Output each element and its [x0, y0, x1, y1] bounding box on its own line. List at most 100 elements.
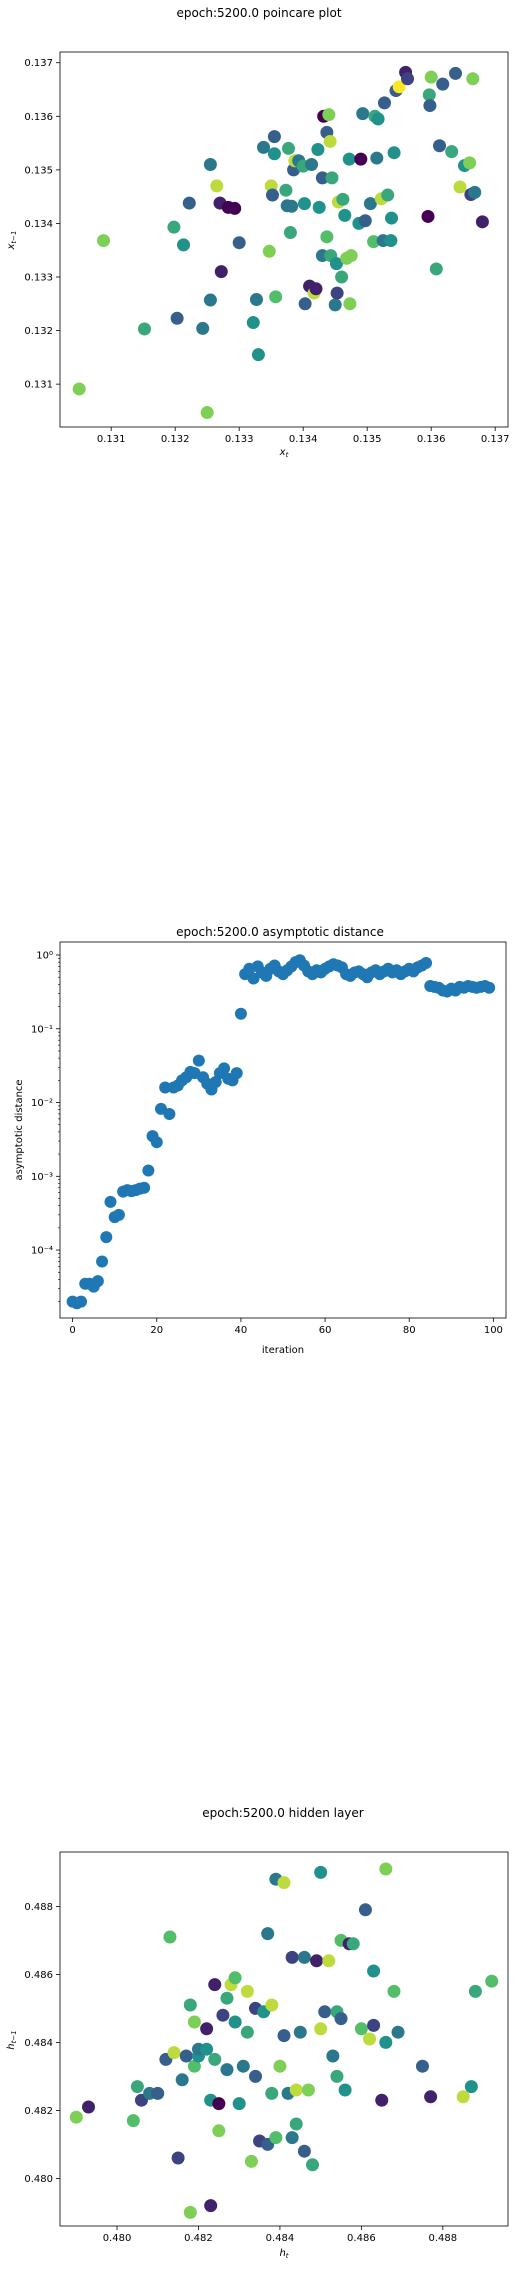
- data-point: [104, 1195, 117, 1208]
- data-point: [220, 1991, 234, 2005]
- data-point: [182, 196, 196, 210]
- data-point: [314, 1865, 328, 1879]
- y-tick-label: 0.133: [24, 273, 53, 284]
- data-point: [289, 2083, 303, 2097]
- x-tick-label: 60: [319, 1325, 332, 1336]
- data-point: [175, 2073, 189, 2087]
- data-point: [387, 146, 401, 160]
- data-point: [261, 1927, 275, 1941]
- scatter-points: [69, 1862, 499, 2219]
- data-point: [214, 265, 228, 279]
- data-point: [311, 143, 325, 156]
- x-tick-label: 0.486: [347, 2233, 376, 2244]
- data-point: [358, 214, 372, 228]
- data-point: [433, 139, 447, 153]
- x-tick-label: 20: [150, 1325, 163, 1336]
- data-point: [163, 1930, 177, 1944]
- x-tick-label: 0.135: [353, 434, 382, 445]
- data-point: [232, 2097, 246, 2111]
- x-tick-label: 0.488: [429, 2233, 458, 2244]
- data-point: [187, 2059, 201, 2073]
- data-point: [297, 197, 311, 211]
- y-tick-label: 0.134: [24, 219, 53, 230]
- data-point: [354, 152, 368, 166]
- data-point: [330, 2069, 344, 2083]
- y-tick-label: 0.136: [24, 112, 53, 123]
- y-tick-label: 10⁻¹: [31, 1024, 53, 1035]
- data-point: [277, 1876, 291, 1890]
- y-tick-label: 0.486: [24, 1970, 53, 1981]
- data-point: [249, 293, 263, 306]
- data-point: [285, 199, 299, 213]
- data-point: [163, 1107, 176, 1120]
- data-point: [171, 2151, 185, 2165]
- data-point: [72, 382, 86, 396]
- data-point: [269, 290, 283, 304]
- tick-labels: 0.131 0.132 0.133 0.134 0.135 0.136 0.137 0.131…: [24, 58, 509, 445]
- x-axis-label: ht: [279, 2248, 288, 2260]
- y-tick-label: 10⁻²: [31, 1098, 53, 1109]
- data-point: [283, 226, 297, 240]
- x-tick-label: 0.136: [417, 434, 446, 445]
- data-point: [363, 2032, 377, 2046]
- y-tick-label: 10⁻⁴: [31, 1246, 53, 1257]
- data-point: [325, 171, 339, 185]
- data-point: [453, 180, 467, 194]
- data-point: [445, 145, 459, 159]
- data-point: [277, 2029, 291, 2043]
- data-point: [230, 1067, 243, 1080]
- data-point: [322, 1954, 336, 1968]
- data-point: [429, 262, 443, 276]
- data-point: [200, 2042, 214, 2056]
- data-point: [420, 956, 433, 969]
- data-point: [385, 211, 399, 225]
- y-tick-label: 0.131: [24, 380, 53, 391]
- data-point: [179, 2049, 193, 2063]
- x-tick-label: 100: [484, 1325, 503, 1336]
- data-point: [183, 1998, 197, 2012]
- asymptotic-distance-chart: epoch:5200.0 asymptotic distance 0 20 40 60…: [14, 925, 507, 1356]
- data-point: [338, 208, 352, 222]
- data-point: [320, 230, 334, 244]
- data-point: [375, 2093, 389, 2107]
- data-point: [281, 141, 295, 155]
- data-point: [422, 88, 436, 102]
- data-point: [363, 197, 377, 211]
- data-point: [371, 112, 385, 126]
- x-tick-label: 0.484: [266, 2233, 295, 2244]
- data-point: [436, 77, 450, 91]
- data-point: [464, 2080, 478, 2094]
- data-point: [262, 244, 276, 258]
- x-tick-label: 80: [403, 1325, 416, 1336]
- y-tick-label: 10⁻³: [31, 1172, 53, 1183]
- data-point: [151, 2086, 165, 2100]
- data-point: [167, 220, 181, 234]
- poincare-plot-chart: epoch:5200.0 poincare plot 0.131 0.132 0.1…: [6, 6, 510, 459]
- data-point: [456, 2090, 470, 2104]
- data-point: [220, 2063, 234, 2077]
- data-point: [315, 171, 329, 185]
- data-point: [449, 66, 463, 80]
- data-point: [267, 130, 281, 144]
- data-point: [483, 981, 496, 994]
- x-axis-label: iteration: [262, 1345, 304, 1356]
- y-axis-label: xt−1: [6, 231, 18, 251]
- x-tick-label: 0: [69, 1325, 75, 1336]
- x-tick-label: 0.482: [184, 2233, 213, 2244]
- data-point: [424, 70, 438, 84]
- data-point: [112, 1208, 125, 1221]
- data-point: [358, 1903, 372, 1917]
- data-point: [379, 2035, 393, 2049]
- data-point: [150, 1136, 163, 1149]
- data-point: [338, 2083, 352, 2097]
- data-point: [218, 1062, 231, 1075]
- y-tick-label: 0.135: [24, 165, 53, 176]
- data-point: [293, 2025, 307, 2039]
- x-tick-label: 0.137: [481, 434, 510, 445]
- data-point: [265, 2086, 279, 2100]
- tick-labels: 0.480 0.482 0.484 0.486 0.488 0.480 0.482 0.484…: [24, 1902, 457, 2244]
- data-point: [285, 1950, 299, 1964]
- data-point: [130, 2080, 144, 2094]
- x-axis-label: xt: [279, 447, 289, 459]
- data-point: [216, 2008, 230, 2022]
